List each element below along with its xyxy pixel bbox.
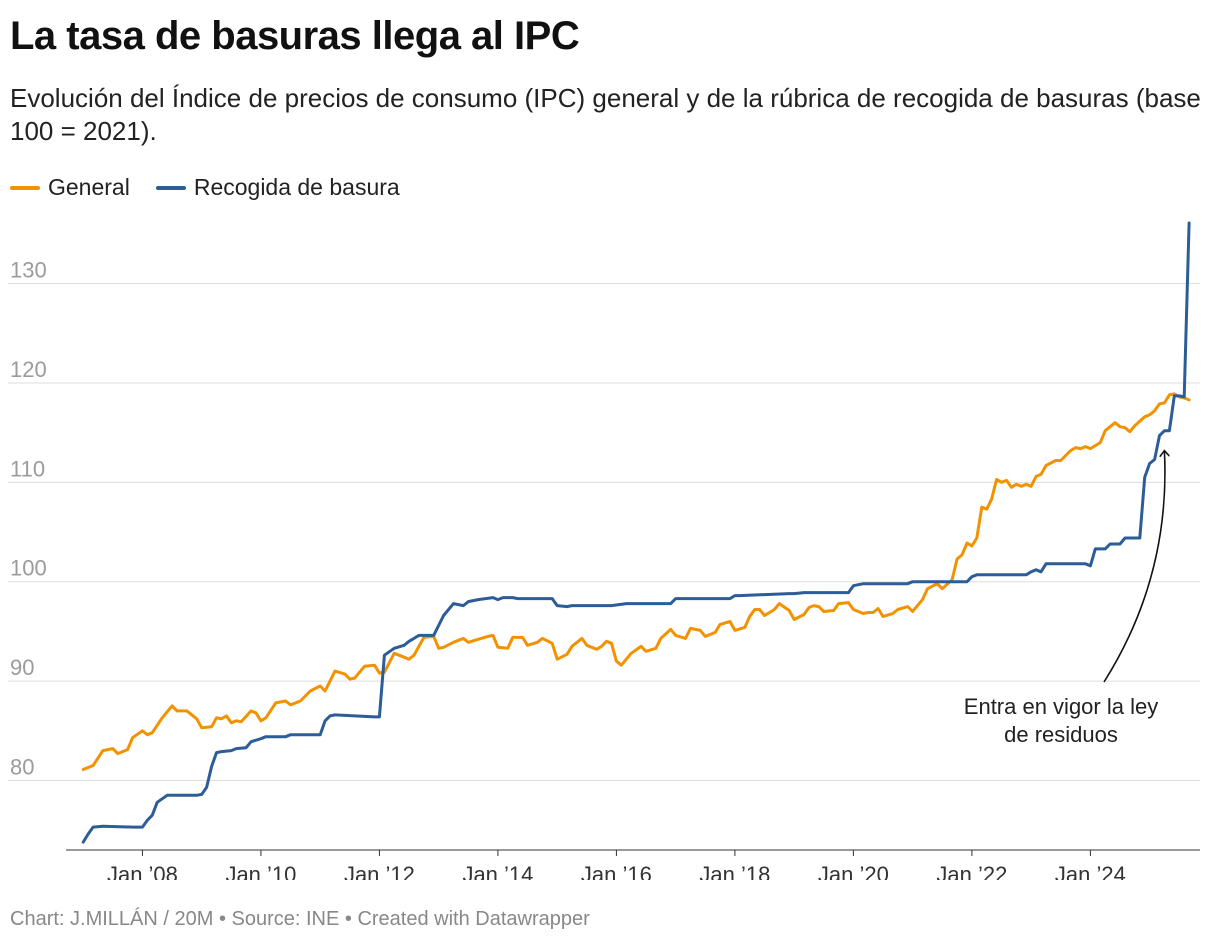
legend-swatch-recogida	[155, 185, 186, 190]
x-tick-label: Jan ’08	[107, 862, 178, 880]
legend-item-recogida: Recogida de basura	[155, 174, 400, 201]
x-tick-label: Jan ’18	[699, 862, 770, 880]
x-tick-label: Jan ’12	[344, 862, 415, 880]
x-tick-label: Jan ’14	[462, 862, 533, 880]
x-axis-ticks: Jan ’08 Jan ’10 Jan ’12 Jan ’14 Jan ’16 Jan ’…	[66, 849, 1200, 880]
annotation-text: de residuos	[1004, 722, 1118, 747]
x-tick-label: Jan ’20	[818, 862, 889, 880]
series-line-recogida	[81, 221, 1191, 844]
y-tick-label: 120	[10, 357, 47, 382]
gridlines	[8, 283, 1200, 781]
y-axis-ticks: 80 90 100 110 120 130	[10, 258, 47, 780]
footer-credit: Chart: J.MILLÁN / 20M • Source: INE • Cr…	[10, 908, 590, 930]
x-tick-label: Jan ’10	[225, 862, 296, 880]
legend-label-recogida: Recogida de basura	[193, 174, 400, 200]
legend: General Recogida de basura	[10, 174, 400, 201]
legend-item-general: General	[10, 174, 130, 201]
y-tick-label: 100	[10, 556, 47, 581]
y-tick-label: 90	[10, 655, 34, 680]
x-tick-label: Jan ’24	[1055, 862, 1126, 880]
annotation-text: Entra en vigor la ley	[964, 694, 1158, 719]
x-tick-label: Jan ’22	[936, 862, 1007, 880]
y-tick-label: 80	[10, 754, 34, 779]
y-tick-label: 130	[10, 258, 47, 283]
x-tick-label: Jan ’16	[581, 862, 652, 880]
legend-label-general: General	[48, 174, 130, 200]
y-tick-label: 110	[10, 456, 45, 481]
legend-swatch-general	[10, 185, 40, 190]
annotation-arrow	[1103, 452, 1165, 683]
series-line-general	[81, 392, 1191, 771]
chart-title: La tasa de basuras llega al IPC	[10, 14, 580, 58]
chart-subtitle: Evolución del Índice de precios de consu…	[10, 83, 1201, 146]
annotations: Entra en vigor la ley de residuos	[964, 452, 1165, 747]
series-lines	[81, 221, 1191, 844]
